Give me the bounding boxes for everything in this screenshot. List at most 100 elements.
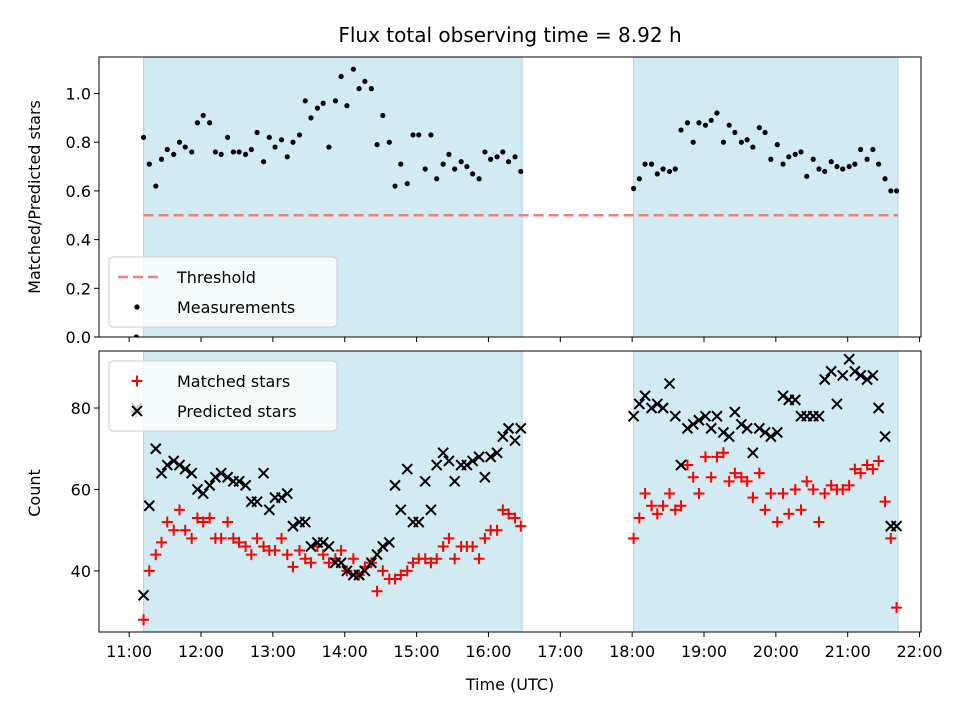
measurement-point <box>452 166 458 172</box>
bottom-axes-frame <box>98 350 922 633</box>
matched-stars-point <box>646 500 658 512</box>
predicted-stars-point <box>161 459 173 471</box>
bottom-y-tick-label: 60 <box>71 480 91 499</box>
predicted-stars-point <box>461 459 473 471</box>
measurement-point <box>482 149 488 155</box>
measurement-point <box>804 173 810 179</box>
matched-stars-point <box>401 565 413 577</box>
bottom-x-tick-label: 13:00 <box>250 642 296 661</box>
predicted-stars-point <box>341 565 353 577</box>
bottom-legend: Matched stars Predicted stars <box>108 360 338 432</box>
measurement-point <box>404 181 410 187</box>
predicted-stars-point <box>509 434 521 447</box>
predicted-stars-point <box>657 402 669 414</box>
predicted-stars-point <box>843 353 855 365</box>
measurement-point <box>714 110 720 116</box>
measurement-point <box>350 66 356 72</box>
matched-stars-point <box>771 516 783 528</box>
predicted-stars-point <box>437 447 449 459</box>
matched-stars-point <box>143 565 155 577</box>
matched-stars-point <box>837 483 849 495</box>
predicted-stars-point <box>233 475 245 488</box>
matched-stars-point <box>717 447 729 459</box>
predicted-stars-point <box>675 459 687 471</box>
predicted-stars-point <box>717 426 730 439</box>
matched-stars-point <box>419 553 431 565</box>
matched-stars-point <box>191 512 203 524</box>
measurement-point <box>738 139 744 145</box>
predicted-stars-point <box>353 569 365 581</box>
top-y-axis-label: Matched/Predicted stars <box>25 100 44 294</box>
matched-stars-point <box>515 520 527 532</box>
predicted-stars-point <box>431 459 443 471</box>
measurement-point <box>248 146 254 153</box>
predicted-stars-point <box>335 557 347 569</box>
predicted-stars-point <box>185 467 198 479</box>
measurement-point <box>260 159 267 165</box>
predicted-stars-point <box>705 422 717 435</box>
predicted-stars-point <box>251 495 263 508</box>
predicted-stars-point <box>825 365 837 378</box>
measurement-point <box>660 166 666 172</box>
matched-stars-point <box>735 471 747 483</box>
matched-stars-point <box>317 549 329 561</box>
matched-stars-point <box>293 545 305 557</box>
matched-stars-point <box>843 479 855 491</box>
top-y-tick-label: 0.2 <box>66 279 91 298</box>
matched-stars-point <box>807 483 819 495</box>
legend-label: Threshold <box>176 268 256 287</box>
matched-stars-point <box>473 553 485 565</box>
predicted-stars-point <box>777 390 789 402</box>
measurement-point <box>726 122 732 128</box>
measurement-point <box>690 139 696 145</box>
predicted-stars-point <box>723 430 735 443</box>
predicted-stars-point <box>771 426 784 439</box>
predicted-stars-point <box>484 451 497 463</box>
measurement-point <box>242 151 249 157</box>
measurement-point <box>176 139 183 145</box>
bottom-x-tick-label: 21:00 <box>825 642 871 661</box>
predicted-stars-point <box>872 402 885 414</box>
measurement-point <box>236 149 242 155</box>
chart-title: Flux total observing time = 8.92 h <box>338 23 681 47</box>
matched-stars-point <box>377 565 389 577</box>
measurement-point <box>792 151 798 157</box>
measurement-point <box>380 112 386 119</box>
matched-stars-point <box>179 524 191 536</box>
predicted-stars-point <box>448 475 461 488</box>
matched-stars-point <box>173 504 185 516</box>
predicted-stars-point <box>389 479 401 492</box>
measurement-point <box>153 183 159 189</box>
bottom-series-plus <box>130 406 903 626</box>
predicted-stars-point <box>765 430 777 443</box>
top-y-tick-label: 1.0 <box>66 85 91 104</box>
measurement-point <box>344 103 350 109</box>
predicted-stars-point <box>693 414 705 426</box>
bottom-series-x <box>130 353 903 602</box>
predicted-stars-point <box>401 463 413 475</box>
predicted-stars-point <box>854 369 867 382</box>
top-legend-box <box>108 256 338 328</box>
matched-stars-point <box>711 451 723 463</box>
matched-stars-point <box>789 483 801 495</box>
predicted-stars-point <box>257 467 270 479</box>
measurement-point <box>505 159 512 165</box>
predicted-stars-point <box>813 410 825 422</box>
predicted-stars-point <box>867 369 879 382</box>
matched-stars-point <box>657 500 669 512</box>
matched-stars-point <box>389 573 401 585</box>
measurement-point <box>230 149 236 155</box>
predicted-stars-point <box>239 479 252 492</box>
matched-stars-point <box>161 516 173 528</box>
predicted-stars-point <box>663 377 676 390</box>
predicted-stars-point <box>419 475 431 488</box>
predicted-stars-point <box>197 487 209 500</box>
measurement-point <box>642 161 648 167</box>
legend-label: Predicted stars <box>177 402 297 421</box>
predicted-stars-point <box>203 479 216 492</box>
matched-stars-point <box>233 536 245 548</box>
measurement-point <box>140 134 147 140</box>
matched-stars-point <box>138 614 150 626</box>
predicted-stars-point <box>191 483 204 496</box>
